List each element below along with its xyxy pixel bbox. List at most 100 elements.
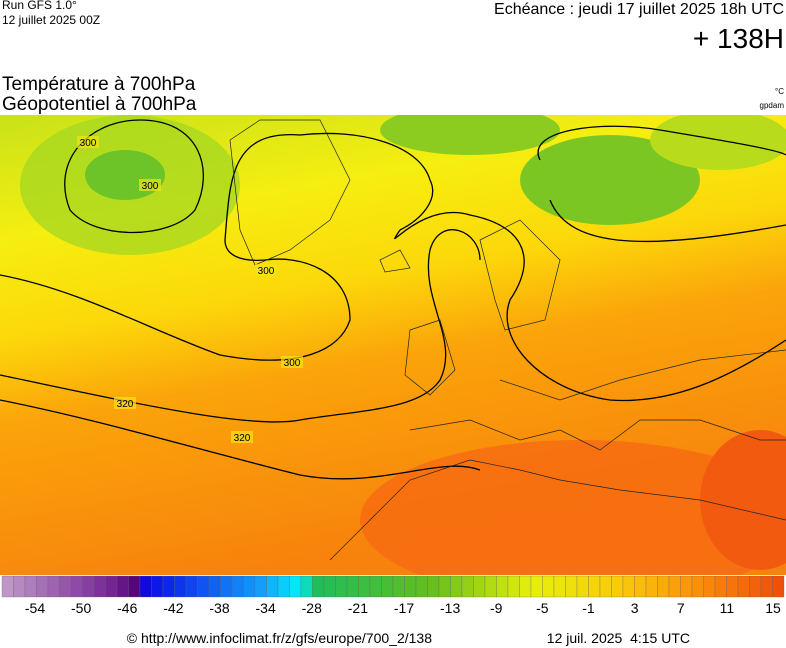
colorbar-swatch <box>243 575 256 598</box>
colorbar-swatch <box>622 575 635 598</box>
unit-temperature: °C <box>775 87 784 96</box>
colorbar-label: -13 <box>440 600 460 616</box>
colorbar-swatch <box>346 575 359 598</box>
colorbar: -54 -50 -46 -42 -38 -34 -28 -21 -17 -13 -9 -5 -1 3 7 11… <box>1 575 785 616</box>
colorbar-swatch <box>691 575 704 598</box>
colorbar-label: 3 <box>631 600 639 616</box>
colorbar-swatch <box>576 575 589 598</box>
colorbar-swatch <box>185 575 198 598</box>
colorbar-swatch <box>162 575 175 598</box>
colorbar-swatch <box>335 575 348 598</box>
colorbar-label: -21 <box>348 600 368 616</box>
colorbar-swatch <box>369 575 382 598</box>
colorbar-label: -38 <box>209 600 229 616</box>
colorbar-label: -42 <box>163 600 183 616</box>
unit-geopotential: gpdam <box>760 101 785 110</box>
colorbar-swatch <box>358 575 371 598</box>
colorbar-swatch <box>565 575 578 598</box>
warm-area <box>700 430 786 570</box>
warm-area <box>360 440 786 575</box>
colorbar-swatch <box>254 575 267 598</box>
contour-label: 300 <box>142 181 159 192</box>
colorbar-swatch <box>70 575 83 598</box>
colorbar-swatch <box>277 575 290 598</box>
colorbar-swatch <box>484 575 497 598</box>
colorbar-swatch <box>231 575 244 598</box>
colorbar-swatch <box>415 575 428 598</box>
colorbar-swatch <box>634 575 647 598</box>
colorbar-swatch <box>404 575 417 598</box>
colorbar-swatch <box>749 575 762 598</box>
colorbar-swatch <box>680 575 693 598</box>
colorbar-label: -50 <box>71 600 91 616</box>
colorbar-label: 7 <box>677 600 685 616</box>
footer-url: © http://www.infoclimat.fr/z/gfs/europe/… <box>127 630 432 646</box>
colorbar-swatch <box>128 575 141 598</box>
colorbar-swatch <box>772 575 785 598</box>
contour-label-bg <box>231 431 253 443</box>
contour-label: 300 <box>284 358 301 369</box>
run-date: 12 juillet 2025 00Z <box>2 13 100 27</box>
colorbar-swatch <box>82 575 95 598</box>
colorbar-swatch <box>220 575 233 598</box>
cold-area <box>650 115 786 170</box>
colorbar-label: 11 <box>720 600 735 616</box>
colorbar-swatch <box>151 575 164 598</box>
colorbar-swatch <box>496 575 509 598</box>
colorbar-swatch <box>93 575 106 598</box>
colorbar-swatch <box>139 575 152 598</box>
colorbar-label: -5 <box>536 600 549 616</box>
colorbar-swatch <box>703 575 716 598</box>
colorbar-swatch <box>289 575 302 598</box>
colorbar-label: -46 <box>117 600 137 616</box>
colorbar-swatch <box>427 575 440 598</box>
colorbar-swatch <box>726 575 739 598</box>
colorbar-swatch <box>381 575 394 598</box>
colorbar-swatch <box>737 575 750 598</box>
colorbar-swatch <box>714 575 727 598</box>
colorbar-label: -54 <box>25 600 45 616</box>
contour-label: 300 <box>80 138 97 149</box>
colorbar-label: -9 <box>490 600 503 616</box>
colorbar-label: -17 <box>394 600 414 616</box>
colorbar-swatch <box>36 575 49 598</box>
contour-label-bg <box>77 136 99 148</box>
footer-time: 12 juil. 2025 4:15 UTC <box>547 630 690 646</box>
colorbar-swatch <box>300 575 313 598</box>
colorbar-swatch <box>611 575 624 598</box>
contour-label-bg <box>255 264 277 276</box>
colorbar-swatch <box>59 575 72 598</box>
colorbar-swatch <box>473 575 486 598</box>
valid-time: Echéance : jeudi 17 juillet 2025 18h UTC <box>494 1 784 18</box>
colorbar-label: -34 <box>256 600 276 616</box>
colorbar-swatch <box>450 575 463 598</box>
colorbar-label: -1 <box>582 600 595 616</box>
map: 300 300 300 300 320 320 <box>0 115 786 575</box>
colorbar-swatch <box>507 575 520 598</box>
title-geopotential: Géopotentiel à 700hPa <box>2 94 197 115</box>
colorbar-swatch <box>645 575 658 598</box>
contour-label-bg <box>281 356 303 368</box>
colorbar-swatch <box>438 575 451 598</box>
colorbar-swatch <box>657 575 670 598</box>
colorbar-swatch <box>208 575 221 598</box>
colorbar-swatch <box>461 575 474 598</box>
contour-label-bg <box>114 397 136 409</box>
lead-time: + 138H <box>693 23 784 54</box>
colorbar-swatch <box>323 575 336 598</box>
title-temperature: Température à 700hPa <box>2 74 196 95</box>
run-label: Run GFS 1.0° <box>2 0 77 12</box>
colorbar-swatch <box>760 575 773 598</box>
contour-label: 320 <box>234 433 251 444</box>
colorbar-swatch <box>266 575 279 598</box>
colorbar-swatch <box>519 575 532 598</box>
cold-area <box>380 115 560 155</box>
colorbar-swatch <box>197 575 210 598</box>
colorbar-swatch <box>105 575 118 598</box>
colorbar-swatch <box>392 575 405 598</box>
colorbar-swatch <box>530 575 543 598</box>
colorbar-swatch <box>13 575 26 598</box>
colorbar-swatch <box>174 575 187 598</box>
cold-core <box>85 150 165 200</box>
